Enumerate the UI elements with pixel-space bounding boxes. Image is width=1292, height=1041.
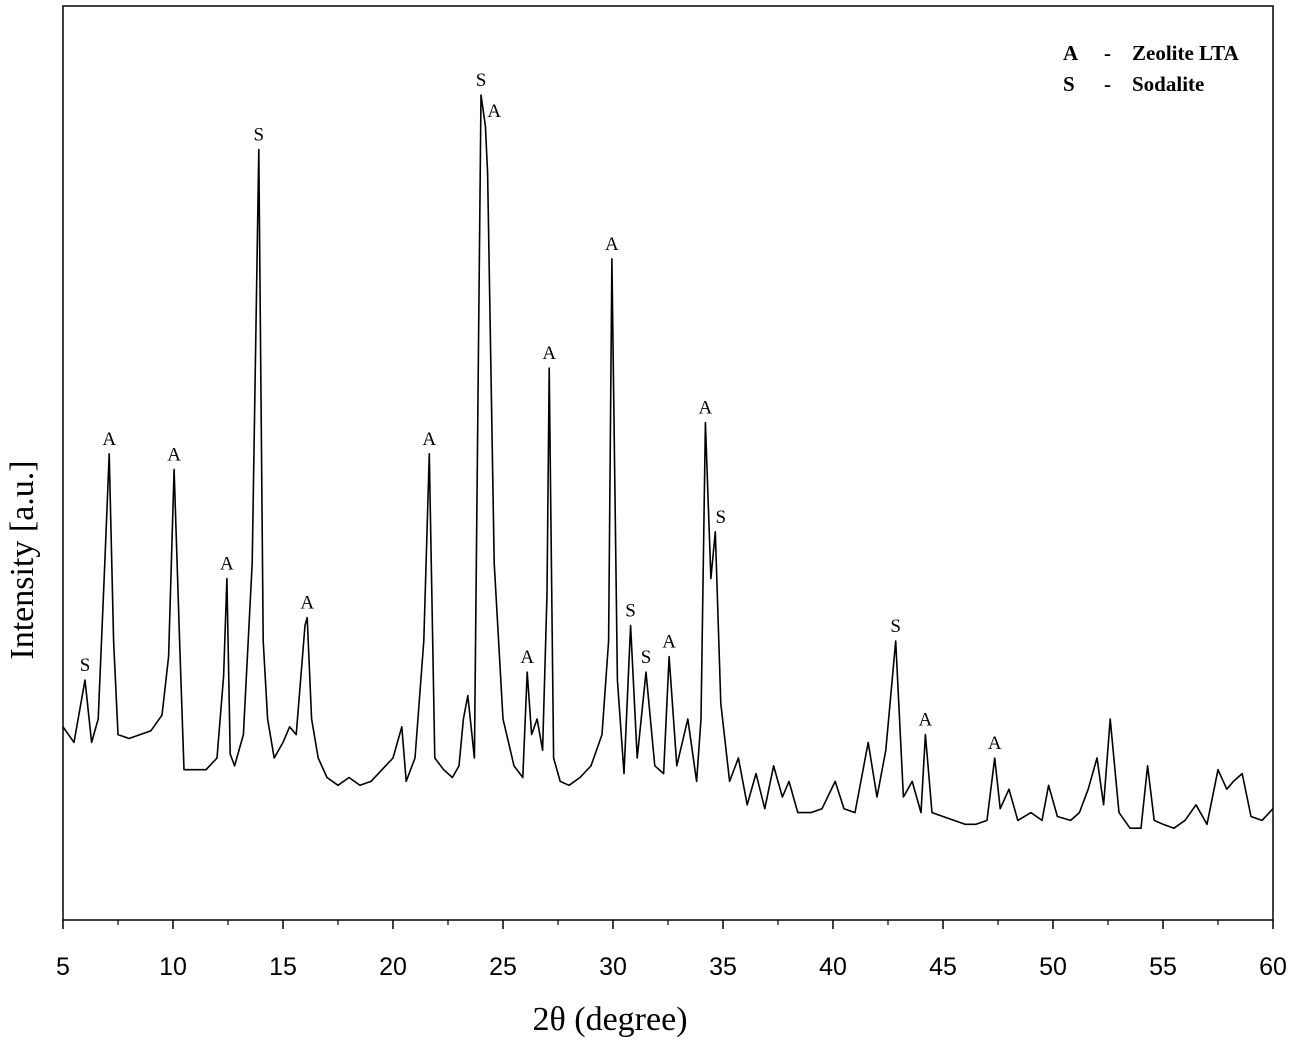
x-tick-label: 40 — [819, 953, 847, 981]
peak-label: A — [220, 554, 234, 575]
peak-label: A — [605, 234, 619, 255]
legend-label-sodalite: Sodalite — [1132, 72, 1204, 96]
legend-dash-a: - — [1104, 41, 1111, 65]
x-tick-label: 55 — [1149, 953, 1177, 981]
peak-label: S — [625, 600, 636, 621]
peak-label: S — [80, 655, 91, 676]
peak-label: A — [699, 398, 713, 419]
x-tick-label: 35 — [709, 953, 737, 981]
legend-symbol-a: A — [1063, 41, 1079, 65]
peak-label: S — [890, 616, 901, 637]
x-axis-title: 2θ (degree) — [532, 1001, 687, 1038]
x-tick-label: 25 — [489, 953, 517, 981]
x-tick-label: 60 — [1259, 953, 1287, 981]
legend: A - Zeolite LTA S - Sodalite — [1063, 41, 1240, 96]
peak-label: A — [300, 593, 314, 614]
peak-label: A — [102, 429, 116, 450]
peak-label: S — [476, 70, 487, 91]
x-tick-label: 45 — [929, 953, 957, 981]
peak-label: A — [988, 733, 1002, 754]
x-tick-label: 5 — [56, 953, 70, 981]
plot-frame — [62, 5, 1274, 921]
x-tick-label: 10 — [159, 953, 187, 981]
legend-dash-s: - — [1104, 72, 1111, 96]
peak-label: A — [487, 101, 501, 122]
legend-label-zeolite: Zeolite LTA — [1132, 41, 1240, 65]
peak-label: S — [254, 125, 265, 146]
peak-label: A — [520, 647, 534, 668]
peak-label: A — [542, 343, 556, 364]
x-tick-label: 20 — [379, 953, 407, 981]
x-tick-label: 30 — [599, 953, 627, 981]
y-axis-title: Intensity [a.u.] — [4, 460, 41, 659]
x-tick-label: 50 — [1039, 953, 1067, 981]
diffraction-pattern-line — [62, 94, 1274, 829]
peak-label: A — [422, 429, 436, 450]
peak-label: A — [662, 632, 676, 653]
x-axis-ticks — [62, 920, 1274, 929]
peak-label: A — [167, 444, 181, 465]
x-tick-label: 15 — [269, 953, 297, 981]
peak-label: S — [641, 647, 652, 668]
peak-label: A — [919, 710, 933, 731]
peak-label: S — [716, 507, 727, 528]
x-axis-tick-labels: 5 10 15 20 25 30 35 40 45 50 55 60 — [56, 953, 1287, 981]
legend-symbol-s: S — [1063, 72, 1075, 96]
